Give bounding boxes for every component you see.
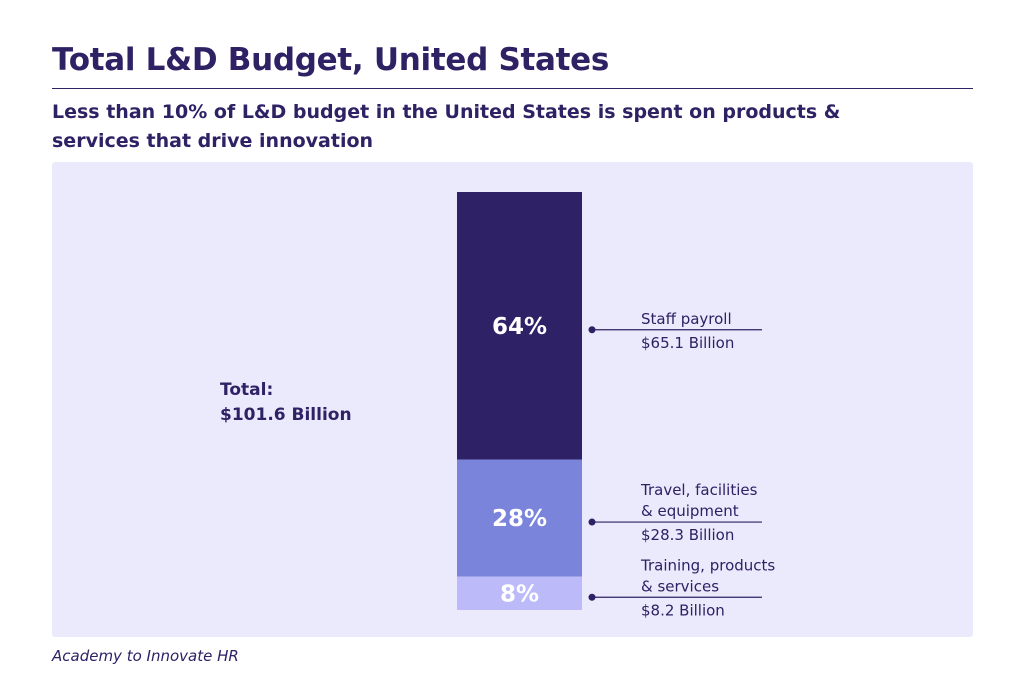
title-divider bbox=[52, 88, 973, 89]
total-label: Total: $101.6 Billion bbox=[220, 378, 352, 428]
percent-label-staff-payroll: 64% bbox=[492, 314, 547, 340]
segment-name-training-products-services: Training, products bbox=[640, 556, 775, 574]
chart-panel: Total: $101.6 Billion 64% Staff payroll $6… bbox=[52, 162, 973, 637]
percent-label-training-products-services: 8% bbox=[500, 581, 539, 607]
bar-segment-travel-facilities-equipment bbox=[457, 459, 582, 577]
segment-value-staff-payroll: $65.1 Billion bbox=[641, 334, 734, 352]
total-caption: Total: bbox=[220, 380, 274, 400]
source-credit: Academy to Innovate HR bbox=[52, 647, 239, 665]
bar-segment-staff-payroll bbox=[457, 192, 582, 460]
stacked-bar-chart: 64% Staff payroll $65.1 Billion 28% Travel, … bbox=[457, 192, 775, 619]
chart-subtitle: Less than 10% of L&D budget in the Unite… bbox=[52, 101, 841, 152]
segment-name-training-products-services: & services bbox=[641, 577, 719, 595]
segment-value-training-products-services: $8.2 Billion bbox=[641, 601, 725, 619]
chart-title: Total L&D Budget, United States bbox=[52, 42, 610, 78]
bar-segment-training-products-services bbox=[457, 576, 582, 610]
segment-name-staff-payroll: Staff payroll bbox=[641, 310, 732, 328]
segment-value-travel-facilities-equipment: $28.3 Billion bbox=[641, 526, 734, 544]
percent-label-travel-facilities-equipment: 28% bbox=[492, 506, 547, 532]
total-value: $101.6 Billion bbox=[220, 405, 352, 425]
segment-name-travel-facilities-equipment: Travel, facilities bbox=[640, 481, 758, 499]
segment-name-travel-facilities-equipment: & equipment bbox=[641, 502, 739, 520]
